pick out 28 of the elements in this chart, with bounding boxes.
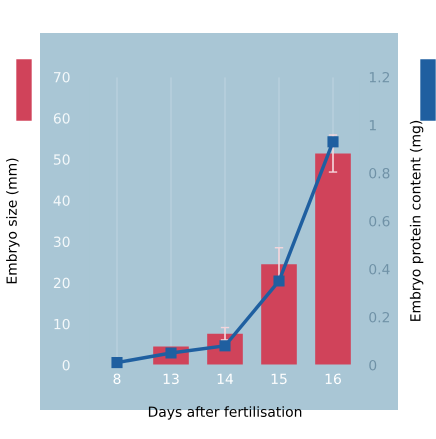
y2-axis-title: Embryo protein content (mg): [410, 120, 424, 321]
x-tick-label: 8: [114, 374, 120, 384]
y-tick-label: 60: [54, 113, 70, 124]
y2-tick-label: 1: [370, 120, 376, 130]
y-tick-label: 0: [62, 360, 70, 370]
y-axis-title: Embryo size (mm): [6, 158, 20, 284]
x-axis-title: Days after fertilisation: [148, 406, 302, 420]
bar: [261, 264, 297, 365]
point: [111, 357, 123, 368]
y2-tick-label: 1.2: [370, 72, 390, 82]
y-tick-label: 50: [54, 154, 70, 165]
y-tick-label: 30: [54, 236, 70, 248]
y-tick-label: 10: [54, 318, 70, 330]
y-tick-label: 40: [54, 195, 70, 206]
y2-tick-label: 0.8: [369, 168, 390, 178]
point: [327, 136, 339, 148]
y2-tick-label: 0: [369, 360, 376, 370]
y2-tick-label: 0.2: [369, 312, 390, 322]
bar: [315, 154, 351, 365]
y2-tick-label: 0.4: [369, 264, 390, 274]
x-tick-label: 15: [272, 374, 287, 384]
y-tick-label: 20: [54, 278, 70, 288]
point: [273, 275, 285, 287]
y-tick-label: 70: [54, 72, 70, 82]
x-tick-label: 14: [218, 374, 234, 384]
x-tick-label: 13: [164, 374, 179, 384]
y2-tick-label: 0.6: [369, 216, 390, 226]
x-tick-label: 16: [326, 374, 341, 384]
